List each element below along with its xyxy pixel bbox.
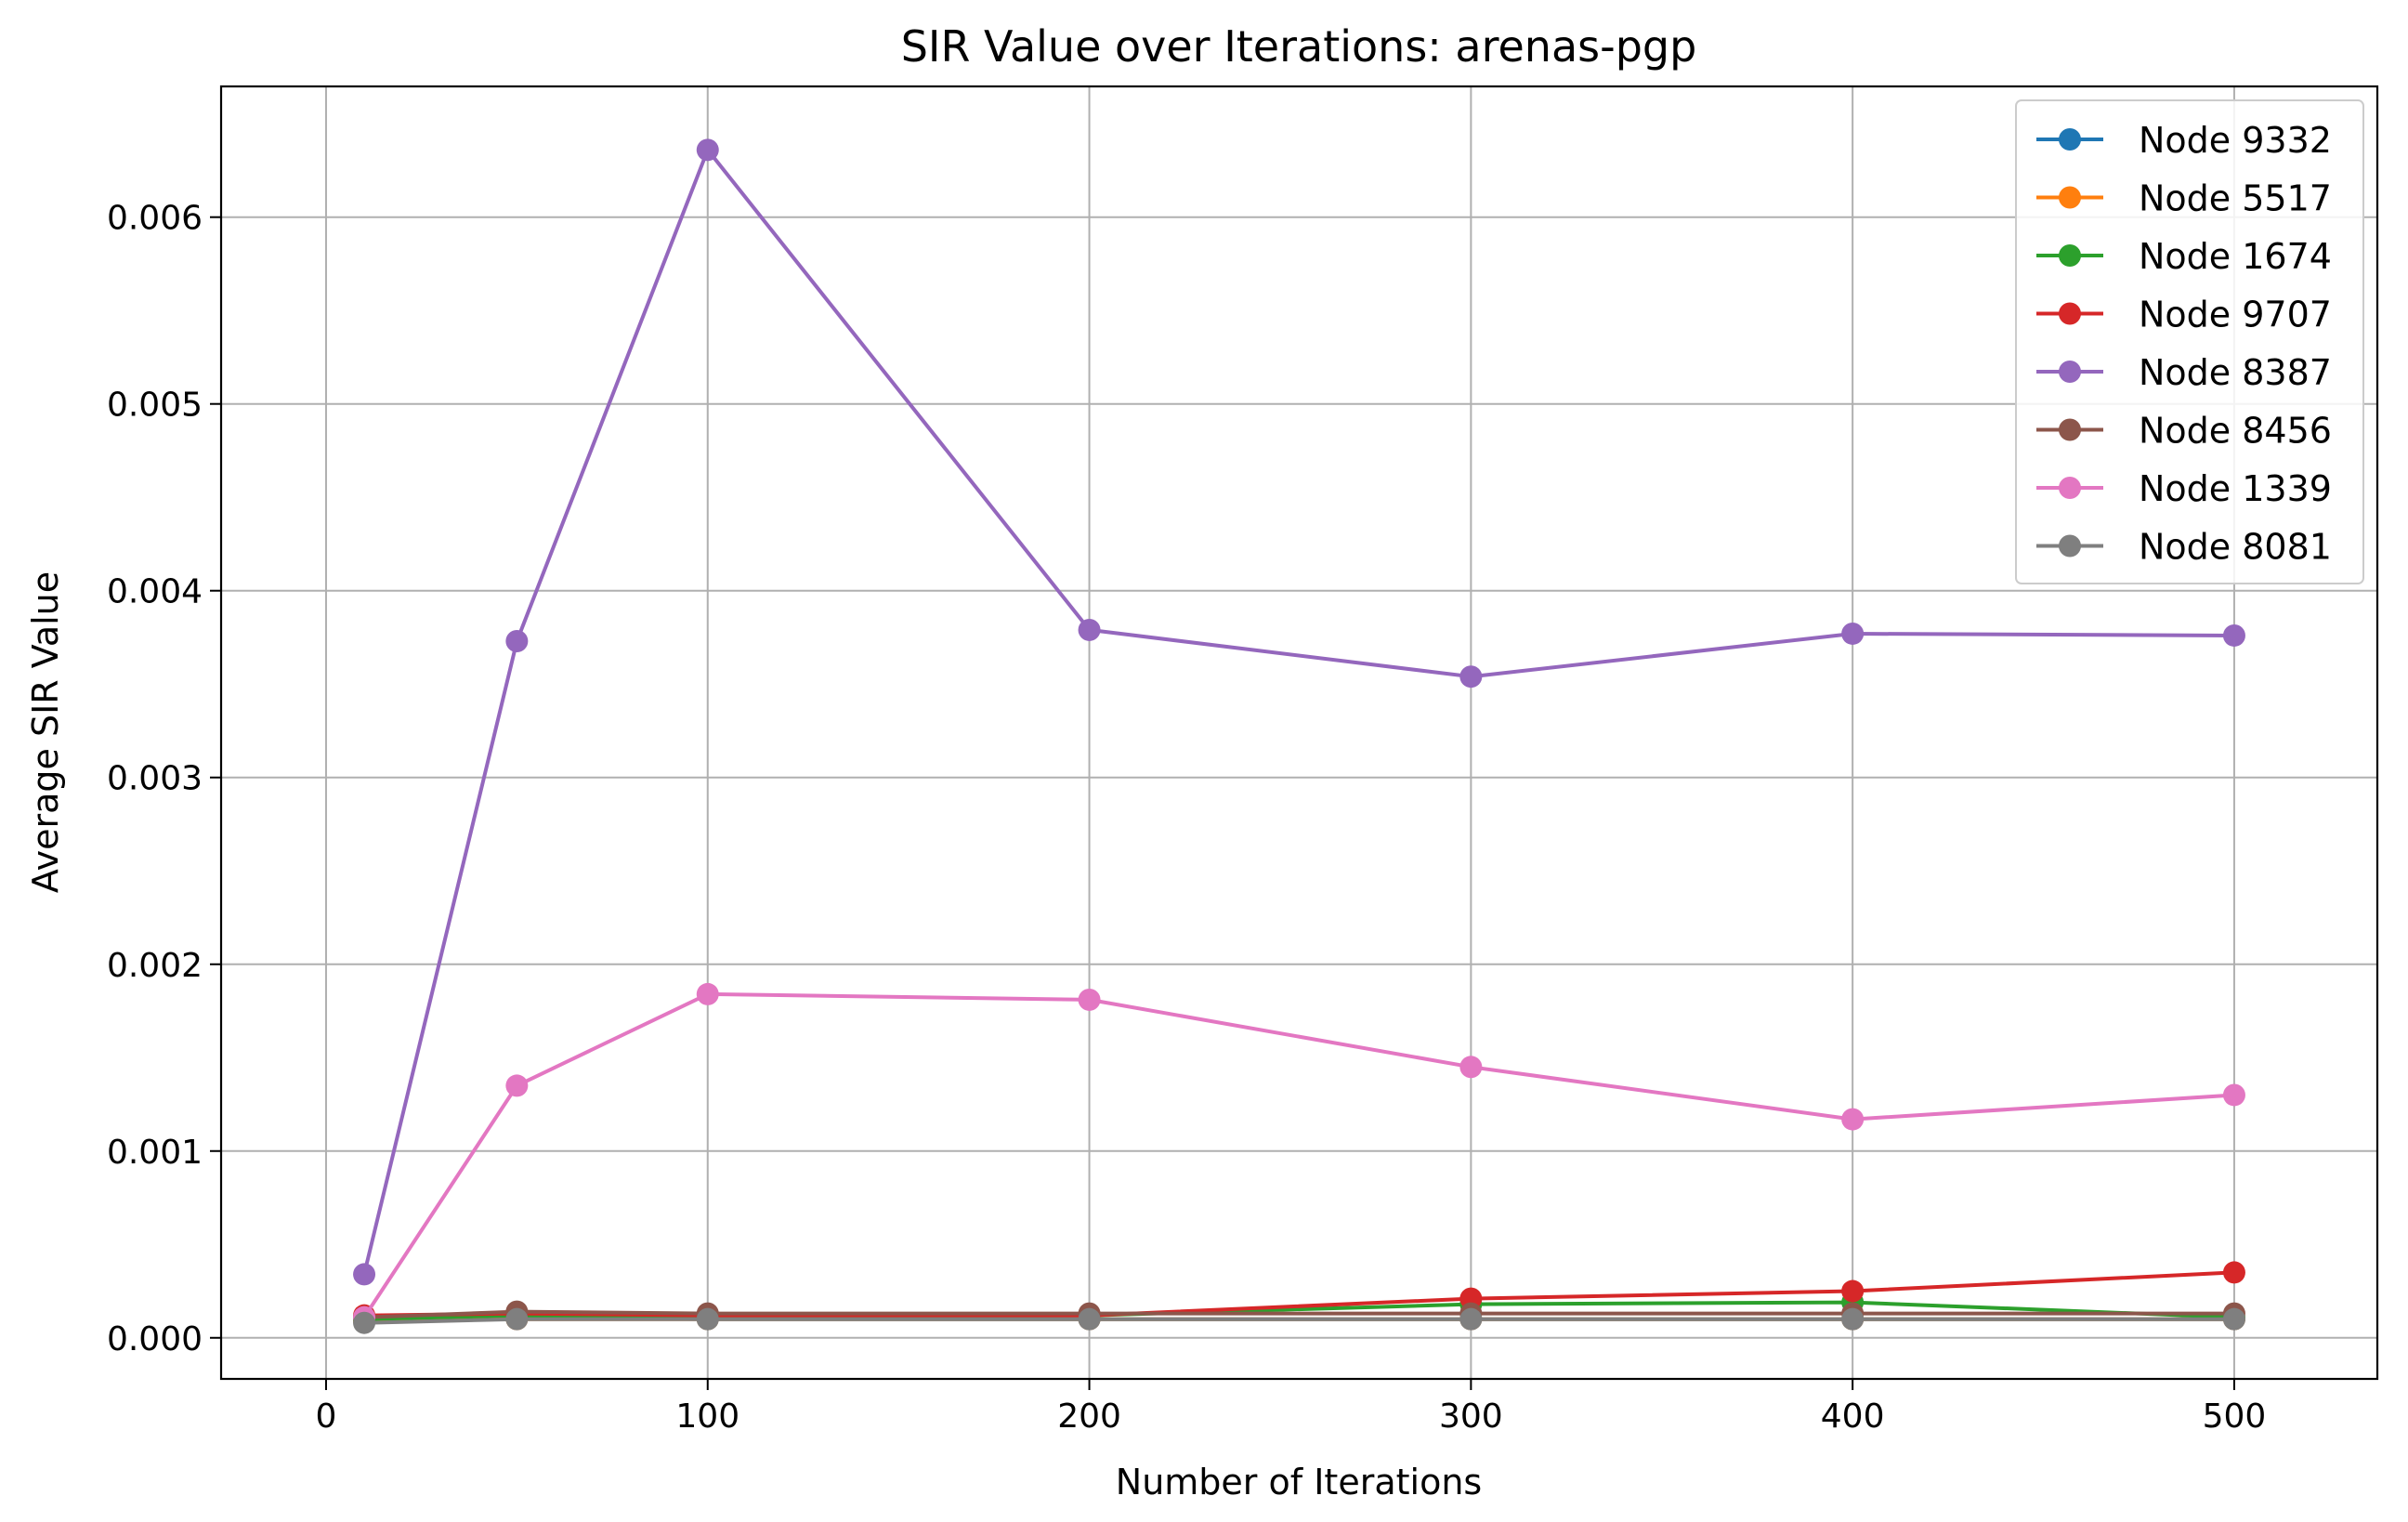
y-tick-label: 0.002 bbox=[107, 947, 203, 985]
legend-box bbox=[2015, 99, 2364, 584]
legend-marker bbox=[2059, 302, 2081, 325]
legend-label: Node 8456 bbox=[2139, 411, 2332, 452]
legend-label: Node 9332 bbox=[2139, 120, 2332, 161]
legend-item: Node 9707 bbox=[2036, 295, 2332, 335]
grid bbox=[221, 86, 2377, 1379]
data-point bbox=[353, 1311, 376, 1334]
data-point bbox=[696, 982, 719, 1005]
x-axis-title: Number of Iterations bbox=[1116, 1462, 1482, 1502]
data-point bbox=[1841, 622, 1865, 645]
data-point bbox=[1078, 1307, 1101, 1331]
series-lines bbox=[353, 138, 2245, 1334]
legend-label: Node 9707 bbox=[2139, 295, 2332, 335]
legend-item: Node 1339 bbox=[2036, 468, 2332, 509]
y-tick-label: 0.001 bbox=[107, 1134, 203, 1172]
data-point bbox=[505, 630, 529, 653]
legend-item: Node 8081 bbox=[2036, 527, 2332, 568]
x-tick-label: 400 bbox=[1821, 1397, 1885, 1436]
x-tick-label: 500 bbox=[2203, 1397, 2267, 1436]
y-tick-label: 0.000 bbox=[107, 1320, 203, 1358]
y-tick-label: 0.004 bbox=[107, 573, 203, 611]
legend-marker bbox=[2059, 361, 2081, 383]
legend-marker bbox=[2059, 477, 2081, 499]
legend-item: Node 8387 bbox=[2036, 352, 2332, 393]
legend-marker bbox=[2059, 244, 2081, 267]
data-point bbox=[353, 1263, 376, 1286]
data-point bbox=[1459, 1307, 1483, 1331]
legend-marker bbox=[2059, 186, 2081, 209]
data-point bbox=[696, 138, 719, 162]
data-point bbox=[696, 1307, 719, 1331]
y-axis-title: Average SIR Value bbox=[25, 571, 66, 893]
data-point bbox=[1459, 665, 1483, 689]
data-point bbox=[2222, 1261, 2245, 1284]
legend-label: Node 5517 bbox=[2139, 178, 2332, 219]
legend-item: Node 9332 bbox=[2036, 120, 2332, 161]
x-tick-label: 100 bbox=[675, 1397, 739, 1436]
legend-marker bbox=[2059, 418, 2081, 441]
legend-marker bbox=[2059, 128, 2081, 151]
x-tick-label: 300 bbox=[1439, 1397, 1503, 1436]
series-node-1339 bbox=[353, 982, 2245, 1329]
y-tick-label: 0.005 bbox=[107, 387, 203, 425]
chart-title: SIR Value over Iterations: arenas-pgp bbox=[901, 21, 1697, 72]
legend-label: Node 8387 bbox=[2139, 352, 2332, 393]
legend: Node 9332 Node 5517 Node 1674 Node 9707 Node… bbox=[2015, 99, 2364, 584]
data-point bbox=[2222, 1083, 2245, 1107]
data-point bbox=[1078, 618, 1101, 641]
y-tick-label: 0.006 bbox=[107, 200, 203, 238]
series-node-8387 bbox=[353, 138, 2245, 1286]
data-point bbox=[505, 1307, 529, 1331]
plot-frame bbox=[219, 85, 2379, 1381]
x-tick-label: 200 bbox=[1057, 1397, 1121, 1436]
legend-label: Node 8081 bbox=[2139, 527, 2332, 568]
legend-label: Node 1339 bbox=[2139, 468, 2332, 509]
legend-item: Node 5517 bbox=[2036, 178, 2332, 219]
data-point bbox=[505, 1074, 529, 1097]
data-point bbox=[1078, 988, 1101, 1011]
axis-ticks: 0 100 200 300 400 500 0.000 0.001 0.002 0.003 0.00… bbox=[107, 200, 2266, 1436]
data-point bbox=[1841, 1108, 1865, 1131]
x-tick-label: 0 bbox=[316, 1397, 337, 1436]
data-point bbox=[1841, 1307, 1865, 1331]
legend-item: Node 8456 bbox=[2036, 411, 2332, 452]
data-point bbox=[1459, 1056, 1483, 1079]
data-point bbox=[2222, 623, 2245, 647]
legend-item: Node 1674 bbox=[2036, 236, 2332, 277]
data-point bbox=[2222, 1307, 2245, 1331]
y-tick-label: 0.003 bbox=[107, 760, 203, 798]
legend-marker bbox=[2059, 534, 2081, 558]
legend-label: Node 1674 bbox=[2139, 236, 2332, 277]
series-node-8081 bbox=[353, 1307, 2245, 1334]
data-point bbox=[1841, 1279, 1865, 1303]
